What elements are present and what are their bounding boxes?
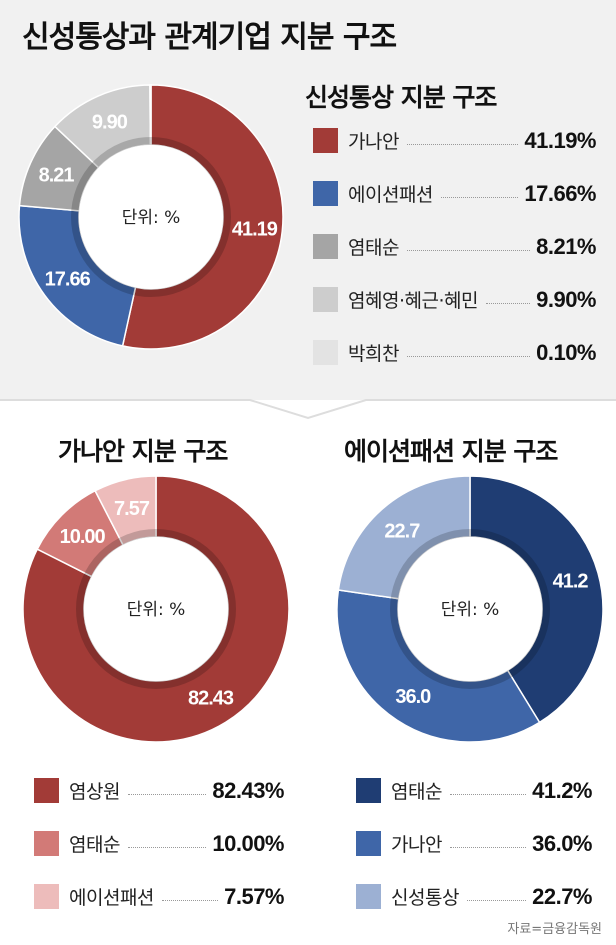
legend-aision: 염태순 41.2% 가나안 36.0% 신성통상 22.7% (356, 764, 592, 923)
main-title: 신성통상과 관계기업 지분 구조 (22, 20, 397, 55)
legend-item: 박희찬 0.10% (313, 326, 596, 379)
legend-swatch (34, 778, 59, 803)
donut-hole (84, 537, 228, 681)
legend-value: 41.19% (524, 127, 596, 153)
legend-label: 신성통상 (391, 887, 459, 909)
legend-label: 염태순 (391, 781, 442, 803)
legend-swatch (313, 128, 338, 153)
leader-dots (127, 794, 207, 795)
legend-swatch (34, 831, 59, 856)
data-label: 36.0 (395, 686, 431, 708)
legend-label: 염혜영·혜근·혜민 (348, 290, 478, 312)
donut-chart-ganaan: 82.43 10.00 7.57 단위: % (22, 475, 290, 743)
chart-title-sinsung: 신성통상 지분 구조 (305, 83, 497, 112)
legend-swatch (313, 234, 338, 259)
legend-value: 41.2% (532, 777, 592, 803)
legend-ganaan: 염상원 82.43% 염태순 10.00% 에이션패션 7.57% (34, 764, 284, 923)
donut-hole (398, 537, 542, 681)
donut-chart-aision: 41.2 36.0 22.7 단위: % (336, 475, 604, 743)
legend-item: 염태순 10.00% (34, 817, 284, 870)
legend-item: 에이션패션 7.57% (34, 870, 284, 923)
legend-value: 8.21% (536, 233, 596, 259)
donut-inner-ring (71, 137, 231, 297)
legend-item: 염상원 82.43% (34, 764, 284, 817)
leader-dots (485, 303, 531, 304)
legend-label: 에이션패션 (69, 887, 154, 909)
leader-dots (406, 356, 531, 357)
donut-inner-ring (76, 529, 236, 689)
legend-value: 82.43% (212, 777, 284, 803)
chart-title-ganaan: 가나안 지분 구조 (58, 437, 228, 466)
unit-label: 단위: % (127, 600, 186, 620)
legend-label: 가나안 (348, 131, 399, 153)
legend-item: 가나안 41.19% (313, 114, 596, 167)
data-label: 9.90 (92, 112, 128, 134)
legend-value: 9.90% (536, 286, 596, 312)
leader-dots (449, 847, 527, 848)
legend-label: 가나안 (391, 834, 442, 856)
legend-item: 신성통상 22.7% (356, 870, 592, 923)
legend-item: 염태순 41.2% (356, 764, 592, 817)
legend-swatch (313, 181, 338, 206)
legend-value: 17.66% (524, 180, 596, 206)
legend-label: 염상원 (69, 781, 120, 803)
donut-slice (149, 84, 152, 146)
chart-title-aision: 에이션패션 지분 구조 (344, 437, 558, 466)
legend-item: 가나안 36.0% (356, 817, 592, 870)
data-label: 22.7 (384, 520, 420, 542)
data-label: 10.00 (60, 526, 106, 548)
source-note: 자료=금융감독원 (507, 922, 602, 937)
leader-dots (161, 900, 219, 901)
data-label: 17.66 (45, 269, 91, 291)
leader-dots (440, 197, 519, 198)
data-label: 82.43 (188, 688, 234, 710)
legend-item: 에이션패션 17.66% (313, 167, 596, 220)
data-label: 7.57 (114, 498, 150, 520)
legend-swatch (313, 340, 338, 365)
donut-hole (79, 145, 223, 289)
unit-label: 단위: % (122, 208, 181, 228)
legend-label: 에이션패션 (348, 184, 433, 206)
donut-chart-sinsung: 41.19 17.66 8.21 9.90 단위: % (18, 84, 284, 350)
data-label: 41.19 (232, 218, 278, 240)
legend-item: 염혜영·혜근·혜민 9.90% (313, 273, 596, 326)
legend-value: 22.7% (532, 883, 592, 909)
leader-dots (466, 900, 527, 901)
leader-dots (406, 144, 519, 145)
legend-swatch (356, 831, 381, 856)
leader-dots (449, 794, 527, 795)
legend-item: 염태순 8.21% (313, 220, 596, 273)
legend-swatch (34, 884, 59, 909)
legend-value: 10.00% (212, 830, 284, 856)
unit-label: 단위: % (441, 600, 500, 620)
data-label: 41.2 (553, 571, 589, 593)
donut-inner-ring (390, 529, 550, 689)
section-divider (0, 399, 616, 440)
legend-label: 박희찬 (348, 343, 399, 365)
legend-value: 36.0% (532, 830, 592, 856)
legend-label: 염태순 (348, 237, 399, 259)
legend-value: 0.10% (536, 339, 596, 365)
legend-swatch (356, 778, 381, 803)
legend-label: 염태순 (69, 834, 120, 856)
legend-swatch (313, 287, 338, 312)
legend-value: 7.57% (224, 883, 284, 909)
data-label: 8.21 (39, 165, 75, 187)
leader-dots (406, 250, 531, 251)
legend-sinsung: 가나안 41.19% 에이션패션 17.66% 염태순 8.21% 염혜영·혜근·혜민 9.9… (313, 114, 596, 379)
legend-swatch (356, 884, 381, 909)
leader-dots (127, 847, 207, 848)
